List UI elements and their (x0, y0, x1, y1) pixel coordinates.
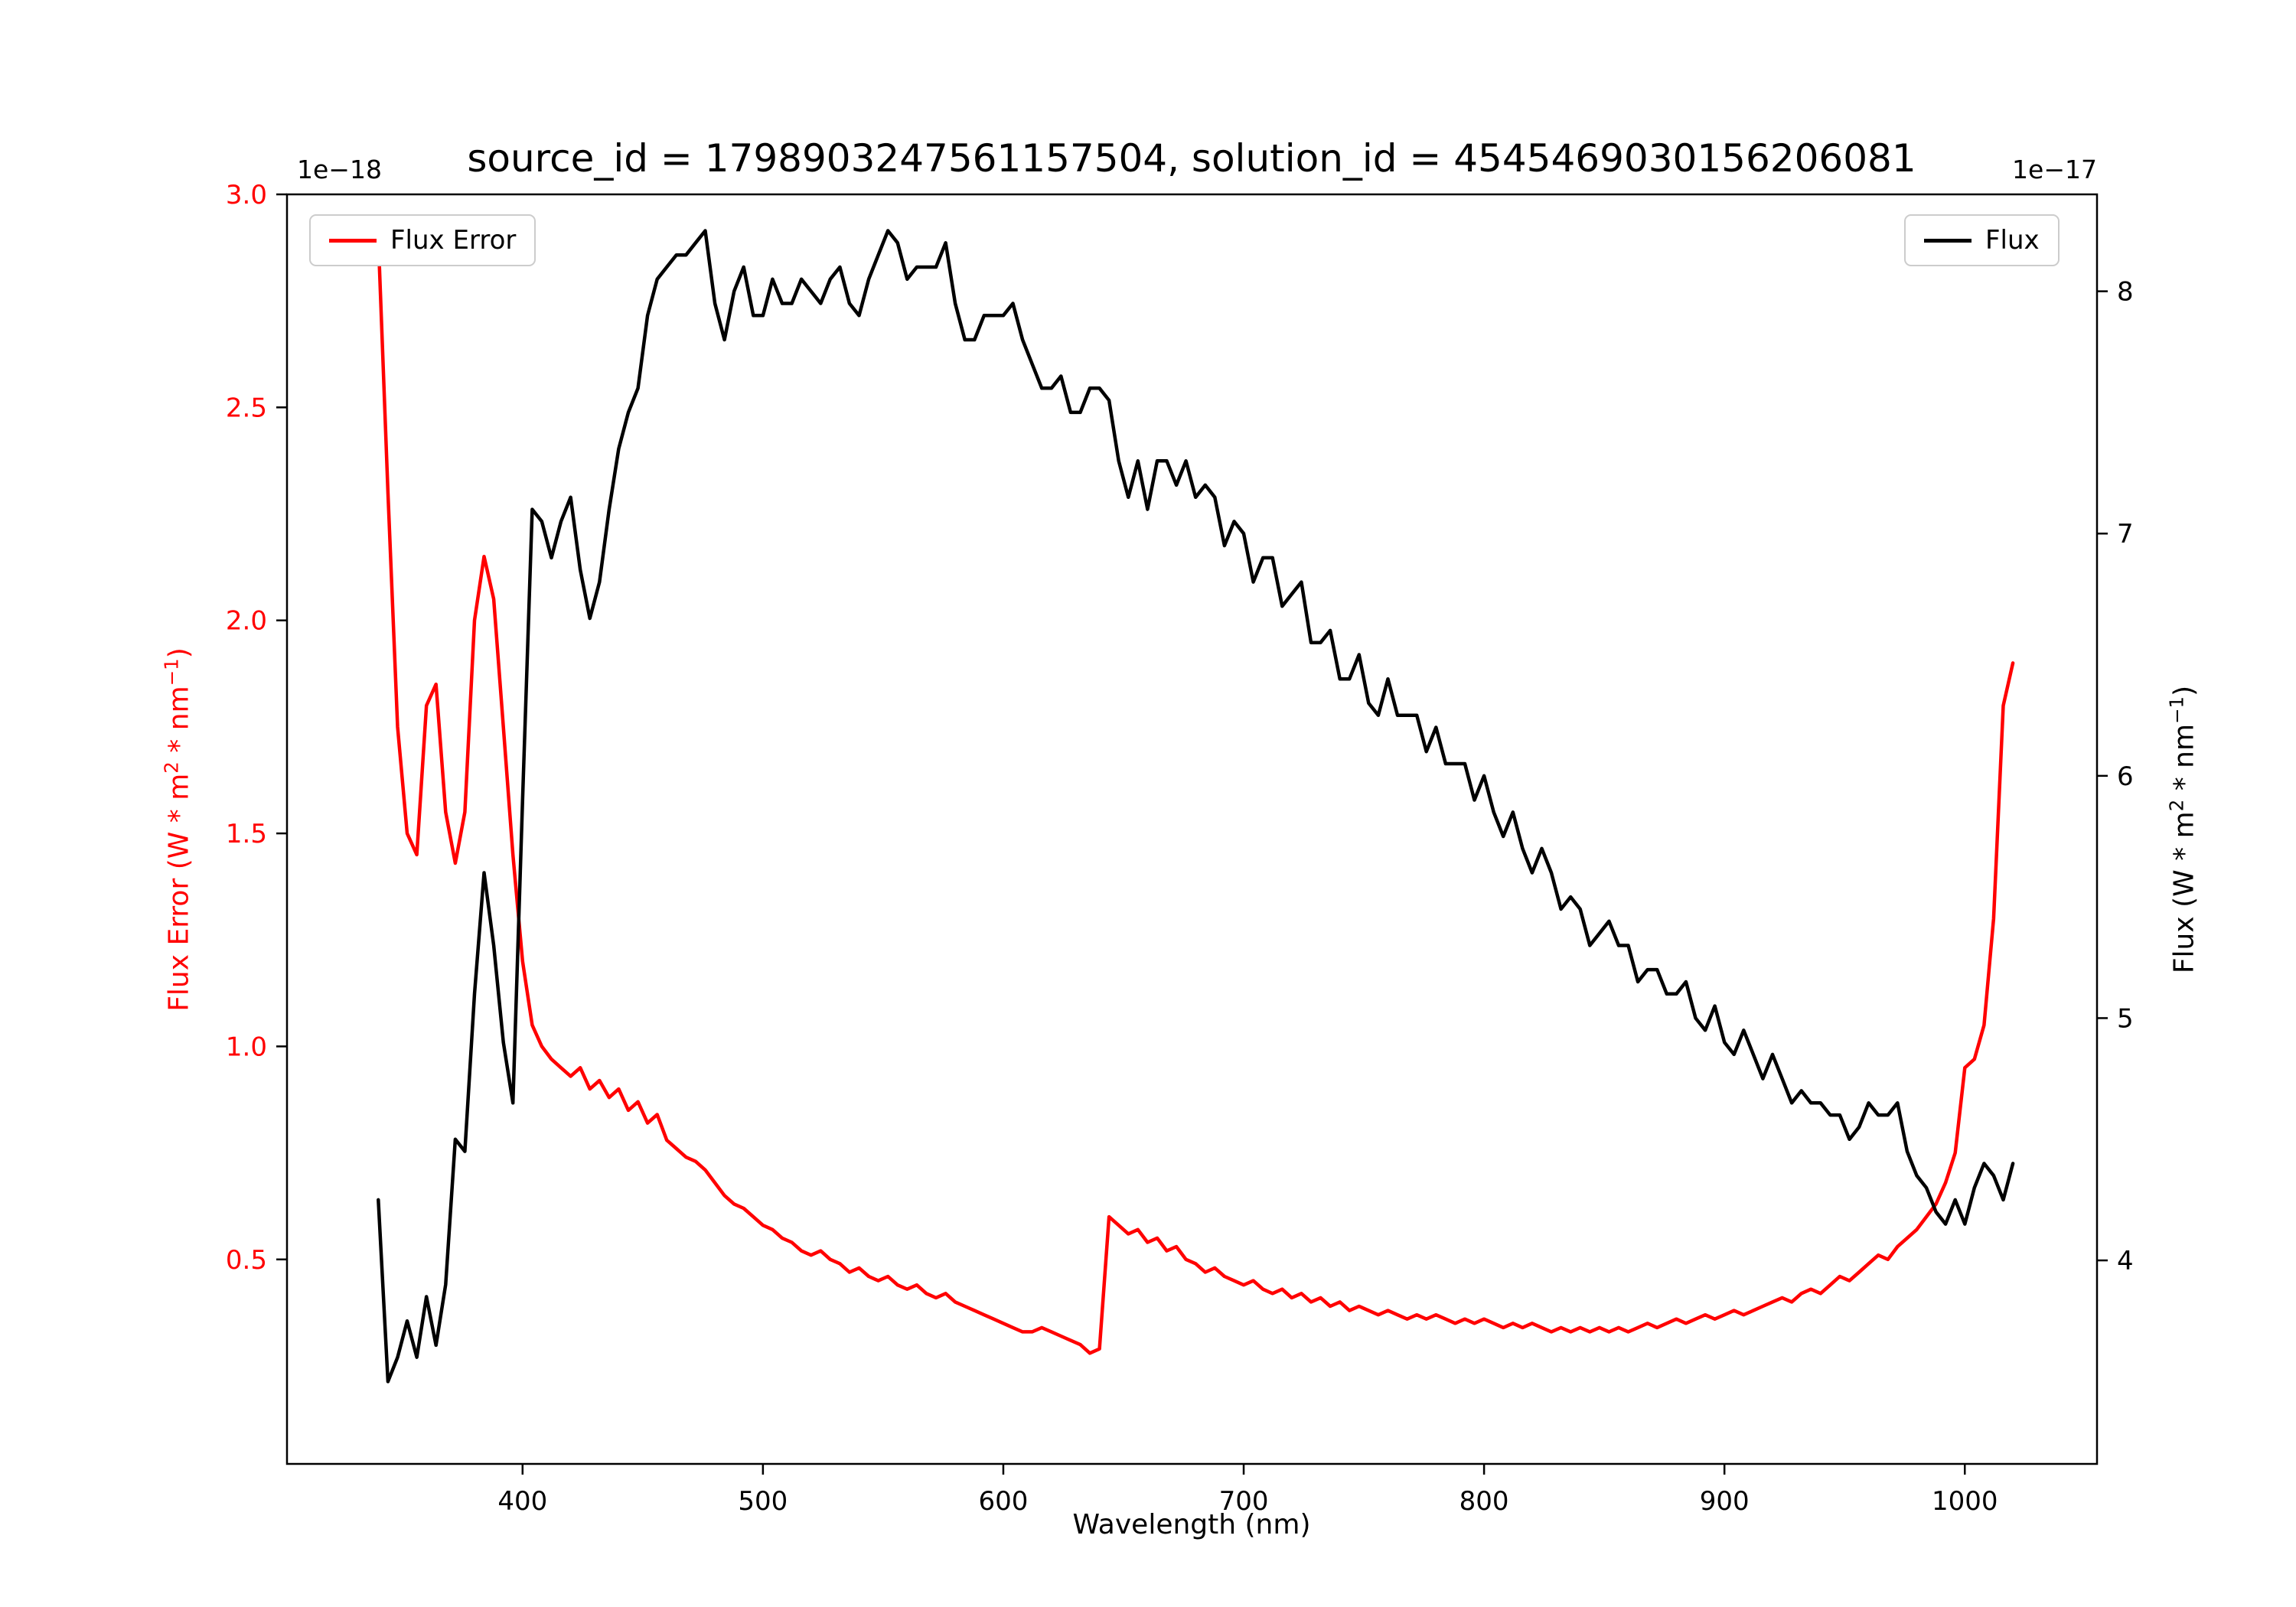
y-left-tick-label: 2.0 (226, 606, 267, 637)
legend-flux-error-label: Flux Error (390, 225, 517, 256)
y-right-offset-label: 1e−17 (2012, 155, 2097, 184)
x-tick-label: 500 (738, 1486, 788, 1517)
y-right-label-sup1: 2 (2165, 799, 2188, 812)
y-right-tick-label: 8 (2117, 277, 2134, 308)
x-tick-label: 400 (497, 1486, 547, 1517)
chart-title: source_id = 1798903247561157504, solutio… (467, 136, 1916, 181)
y-left-label-text2: * nm (163, 686, 195, 762)
flux-error-line-sample (329, 238, 377, 243)
flux-line-sample (1924, 238, 1971, 243)
legend-flux-label: Flux (1985, 225, 2040, 256)
x-tick-label: 1000 (1932, 1486, 1998, 1517)
y-right-tick-label: 4 (2117, 1246, 2134, 1276)
y-right-tick-label: 5 (2117, 1003, 2134, 1034)
x-axis-label: Wavelength (nm) (1072, 1509, 1311, 1540)
y-left-offset-label: 1e−18 (297, 155, 382, 184)
axes-frame (285, 193, 2099, 1465)
legend-flux-error: Flux Error (309, 214, 536, 266)
y-left-tick-label: 1.0 (226, 1032, 267, 1062)
y-right-label-text2: * nm (2168, 723, 2200, 800)
y-right-tick-label: 6 (2117, 761, 2134, 792)
y-left-label-text: Flux Error (W * m (163, 773, 195, 1012)
x-tick-label: 800 (1459, 1486, 1509, 1517)
y-left-label-text3: ) (163, 647, 195, 659)
y-right-label-text3: ) (2168, 685, 2200, 696)
y-right-tick-label: 7 (2117, 519, 2134, 549)
x-tick-label: 700 (1219, 1486, 1269, 1517)
y-left-tick-label: 0.5 (226, 1245, 267, 1276)
y-left-tick-label: 1.5 (226, 819, 267, 849)
x-tick-label: 600 (978, 1486, 1028, 1517)
y-left-tick-label: 3.0 (226, 180, 267, 210)
flux-line (377, 229, 2015, 1384)
y-left-label-sup2: −1 (160, 658, 183, 686)
y-left-tick-label: 2.5 (226, 393, 267, 423)
y-axis-label-right: Flux (W * m2 * nm−1) (2166, 686, 2200, 973)
y-right-label-sup2: −1 (2165, 696, 2188, 724)
y-left-label-sup1: 2 (160, 761, 183, 774)
y-right-label-text: Flux (W * m (2168, 811, 2200, 974)
flux-error-line (377, 235, 2015, 1355)
legend-flux: Flux (1904, 214, 2060, 266)
x-tick-label: 900 (1700, 1486, 1750, 1517)
y-axis-label-left: Flux Error (W * m2 * nm−1) (161, 647, 195, 1012)
